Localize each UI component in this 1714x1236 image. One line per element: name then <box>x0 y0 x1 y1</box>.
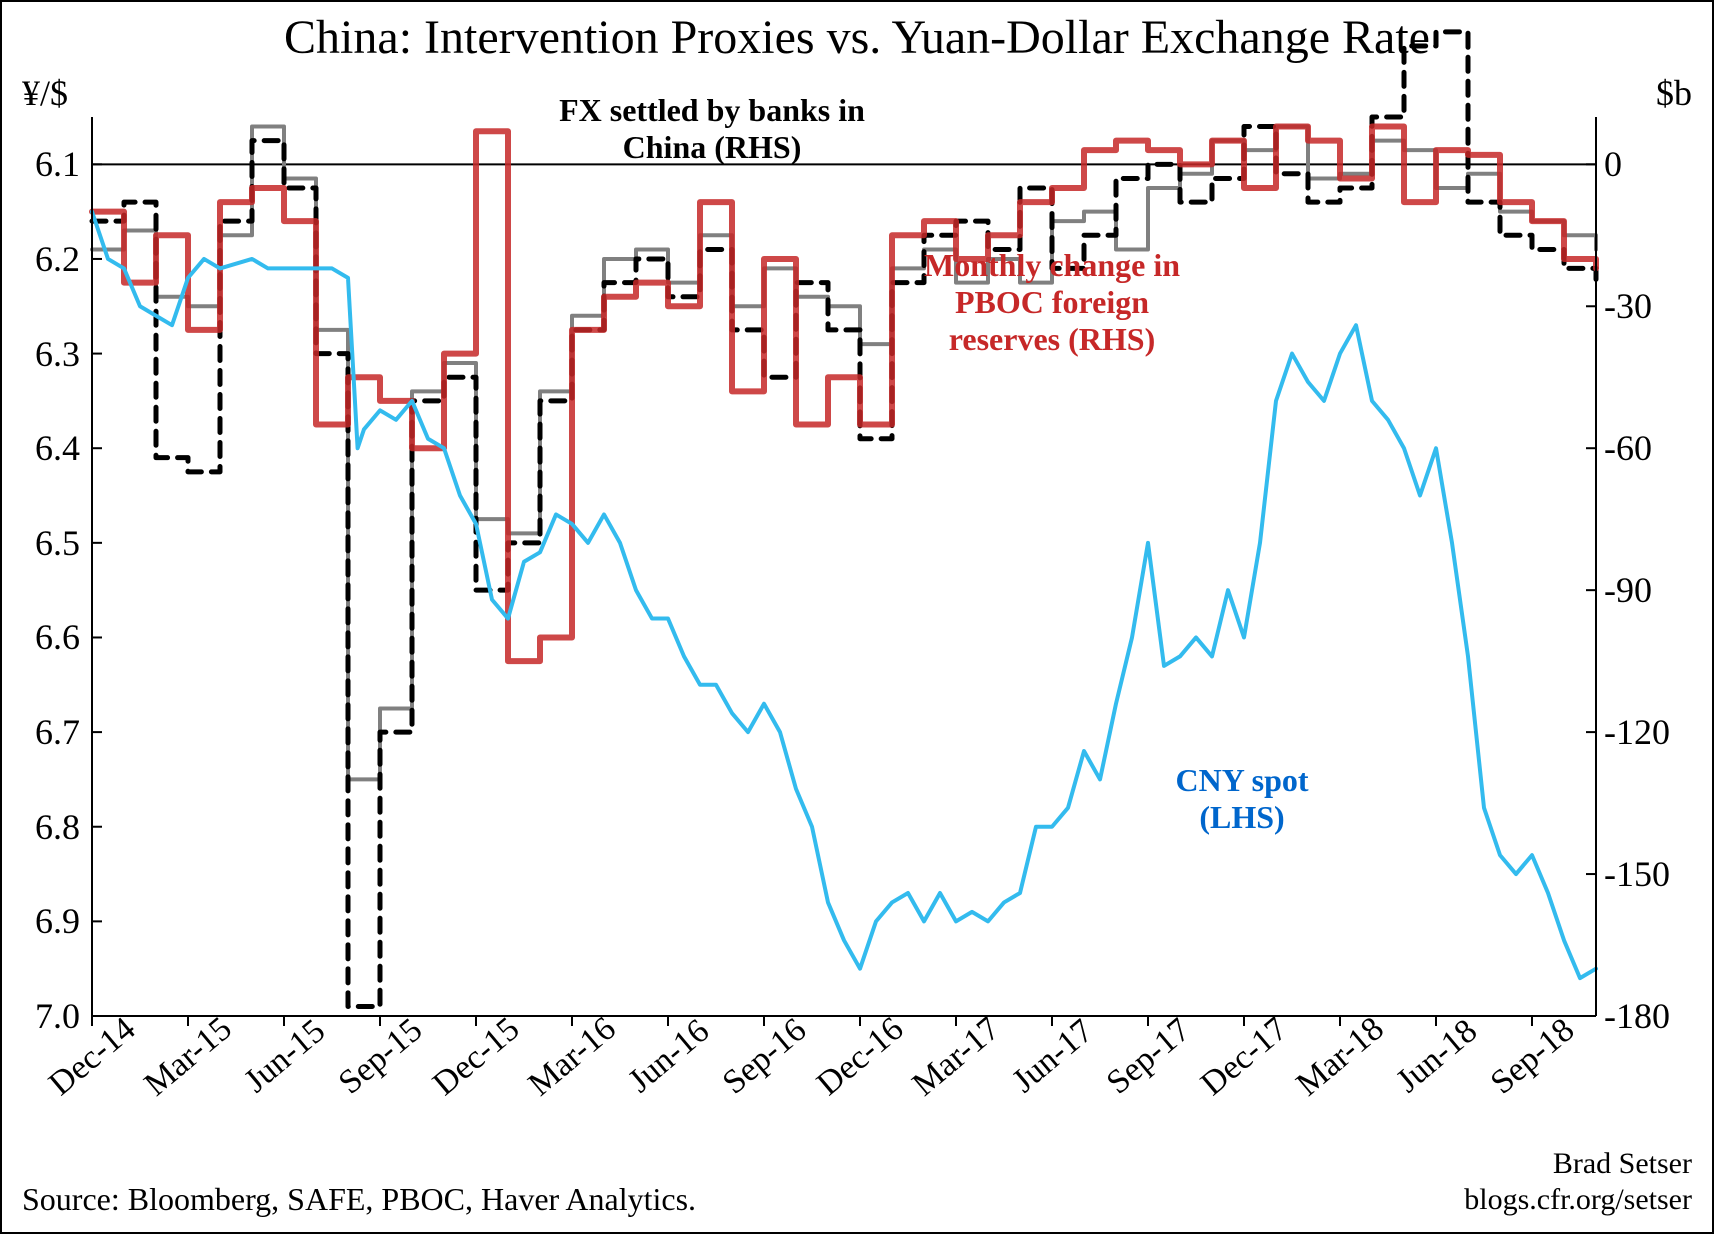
ytick-right: -30 <box>1604 285 1694 327</box>
ytick-left: 6.3 <box>20 333 80 375</box>
attribution: Brad Setser blogs.cfr.org/setser <box>1464 1146 1692 1218</box>
fx-settled-label: FX settled by banks in China (RHS) <box>502 92 922 166</box>
cny-spot-label: CNY spot (LHS) <box>1142 762 1342 836</box>
ytick-left: 6.2 <box>20 238 80 280</box>
ytick-right: -150 <box>1604 853 1694 895</box>
ytick-right: -60 <box>1604 427 1694 469</box>
ytick-left: 6.4 <box>20 427 80 469</box>
ytick-left: 6.9 <box>20 900 80 942</box>
pboc-label-line3: reserves (RHS) <box>949 321 1155 357</box>
pboc-label-line1: Monthly change in <box>924 247 1180 283</box>
ytick-left: 6.8 <box>20 806 80 848</box>
ytick-right: -180 <box>1604 995 1694 1037</box>
fx-label-line2: China (RHS) <box>623 129 802 165</box>
attribution-url: blogs.cfr.org/setser <box>1464 1183 1692 1216</box>
ytick-left: 7.0 <box>20 995 80 1037</box>
pboc-reserves-label: Monthly change in PBOC foreign reserves … <box>872 247 1232 357</box>
ytick-right: -120 <box>1604 711 1694 753</box>
chart-container: China: Intervention Proxies vs. Yuan-Dol… <box>0 0 1714 1234</box>
ytick-left: 6.6 <box>20 616 80 658</box>
ytick-right: 0 <box>1604 143 1694 185</box>
ytick-left: 6.5 <box>20 522 80 564</box>
cny-label-line2: (LHS) <box>1199 799 1284 835</box>
ytick-left: 6.7 <box>20 711 80 753</box>
attribution-name: Brad Setser <box>1553 1147 1692 1180</box>
pboc-label-line2: PBOC foreign <box>955 284 1149 320</box>
cny-label-line1: CNY spot <box>1175 762 1308 798</box>
source-text: Source: Bloomberg, SAFE, PBOC, Haver Ana… <box>22 1181 696 1218</box>
ytick-left: 6.1 <box>20 143 80 185</box>
ytick-right: -90 <box>1604 569 1694 611</box>
fx-label-line1: FX settled by banks in <box>559 92 865 128</box>
